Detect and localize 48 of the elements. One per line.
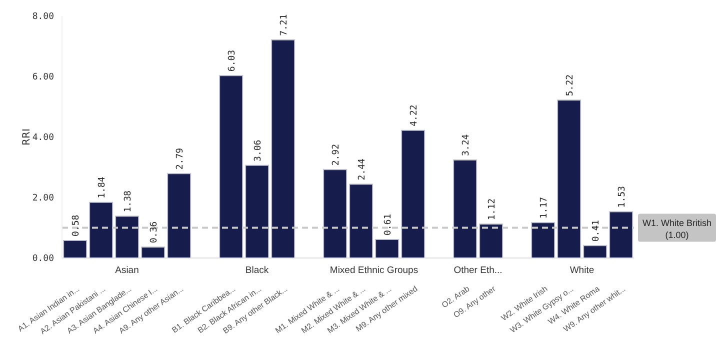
text: Black bbox=[245, 265, 269, 276]
data-label: 0.58 bbox=[72, 214, 82, 236]
bar bbox=[63, 240, 88, 258]
bar bbox=[375, 239, 400, 258]
bar bbox=[115, 216, 140, 258]
data-label: 0.61 bbox=[384, 214, 394, 236]
data-label: 4.22 bbox=[410, 104, 420, 126]
bar bbox=[245, 164, 270, 258]
bar bbox=[583, 245, 608, 258]
y-tick-label: 8.00 bbox=[32, 12, 54, 22]
data-label: 1.17 bbox=[540, 196, 550, 219]
data-label: 6.03 bbox=[228, 50, 238, 72]
bar bbox=[271, 39, 296, 258]
y-tick-label: 0.00 bbox=[32, 254, 54, 264]
text: Asian bbox=[115, 265, 139, 276]
ref-line-label: W1. White British (1.00) bbox=[642, 218, 712, 240]
bar bbox=[453, 159, 478, 258]
data-label: 0.41 bbox=[592, 220, 602, 242]
data-label: 0.36 bbox=[150, 221, 160, 244]
y-tick-label: 6.00 bbox=[32, 72, 54, 83]
data-label: 1.12 bbox=[488, 198, 498, 220]
text: Mixed Ethnic Groups bbox=[330, 265, 418, 276]
data-label: 2.92 bbox=[332, 144, 342, 166]
bar bbox=[479, 224, 504, 258]
bar bbox=[219, 75, 244, 258]
y-tick-label: 4.00 bbox=[32, 133, 54, 144]
bar bbox=[89, 202, 114, 258]
data-label: 3.06 bbox=[254, 140, 264, 162]
data-label: 3.24 bbox=[462, 134, 472, 156]
data-label: 1.53 bbox=[618, 186, 628, 208]
y-tick-label: 2.00 bbox=[32, 194, 54, 204]
bar bbox=[531, 222, 556, 258]
bar bbox=[609, 211, 634, 258]
bar bbox=[167, 173, 192, 258]
bar bbox=[141, 246, 166, 258]
data-label: 7.21 bbox=[280, 14, 290, 36]
data-label: 2.44 bbox=[358, 158, 368, 180]
text: Other Eth... bbox=[454, 265, 502, 276]
data-label: 5.22 bbox=[566, 74, 576, 96]
y-axis-title: RRI bbox=[22, 128, 33, 146]
bar bbox=[323, 169, 348, 258]
text: White bbox=[570, 265, 594, 276]
data-label: 2.79 bbox=[176, 148, 186, 170]
bar bbox=[401, 130, 426, 258]
bar bbox=[557, 100, 582, 258]
data-label: 1.84 bbox=[98, 176, 108, 198]
data-label: 1.38 bbox=[124, 190, 134, 212]
bar bbox=[349, 184, 374, 258]
